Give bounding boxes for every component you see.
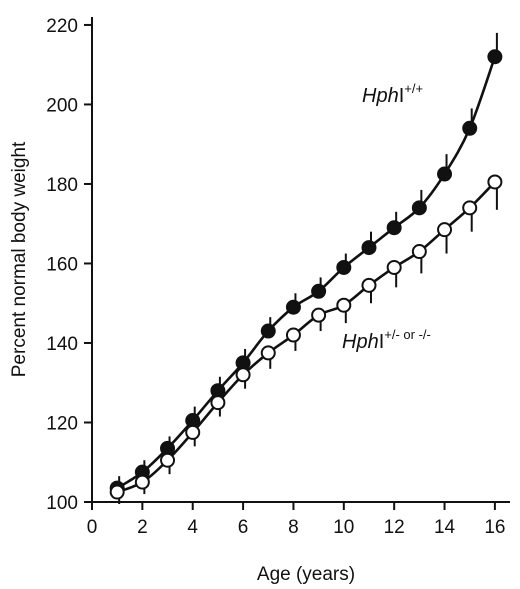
data-point [185, 424, 201, 440]
x-tick-label: 2 [137, 517, 148, 538]
series-label-genotype: +/- or -/- [384, 327, 431, 342]
data-point [336, 297, 352, 313]
series-1 [109, 32, 503, 496]
data-point [386, 220, 402, 236]
x-tick-label: 6 [238, 517, 249, 538]
data-point [210, 395, 226, 411]
x-tick-label: 16 [484, 517, 505, 538]
data-point [260, 323, 276, 339]
series-label-1: HphI+/+ [362, 81, 423, 107]
data-point [285, 299, 301, 315]
data-point [462, 120, 478, 136]
data-point [311, 307, 327, 323]
y-tick-label: 200 [46, 95, 78, 116]
x-tick-label: 8 [288, 517, 299, 538]
x-tick-label: 10 [333, 517, 354, 538]
axes: 0 2 4 6 8 10 12 14 16 100 120 140 160 180 200 220 [46, 16, 510, 538]
data-point [487, 174, 503, 190]
series-line [116, 181, 496, 494]
data-point [109, 484, 125, 500]
x-tick-label: 14 [434, 517, 456, 538]
y-tick-label: 100 [46, 493, 78, 514]
series-label-gene: Hph [362, 85, 399, 107]
y-tick-label: 220 [46, 16, 78, 37]
y-tick-label: 180 [46, 175, 78, 196]
data-point [361, 240, 377, 256]
series-line [116, 56, 497, 490]
data-point [336, 259, 352, 275]
y-tick-label: 120 [46, 413, 78, 434]
data-point [311, 283, 327, 299]
data-point [361, 277, 377, 293]
data-point [134, 474, 150, 490]
y-tick-label: 140 [46, 334, 78, 355]
data-point [437, 222, 453, 238]
data-point [411, 244, 427, 260]
x-tick-label: 12 [384, 517, 405, 538]
data-point [160, 452, 176, 468]
series-label-2: HphI+/- or -/- [342, 327, 431, 353]
data-point [260, 345, 276, 361]
series-2 [109, 174, 503, 504]
x-axis-title: Age (years) [257, 564, 355, 585]
data-point [462, 200, 478, 216]
series-label-genotype: +/+ [404, 81, 423, 96]
y-tick-label: 160 [46, 254, 78, 275]
data-point [235, 367, 251, 383]
x-tick-label: 0 [87, 517, 98, 538]
data-point [487, 49, 503, 65]
data-point [437, 166, 453, 182]
data-point [285, 327, 301, 343]
series-label-suffix: I [399, 85, 405, 107]
series-label-suffix: I [379, 331, 385, 353]
x-tick-label: 4 [187, 517, 198, 538]
series-layer [109, 32, 503, 504]
series-labels: HphI+/+HphI+/- or -/- [342, 81, 431, 353]
data-point [386, 259, 402, 275]
data-point [411, 200, 427, 216]
series-label-gene: Hph [342, 331, 379, 353]
y-axis-title: Percent normal body weight [9, 141, 30, 377]
